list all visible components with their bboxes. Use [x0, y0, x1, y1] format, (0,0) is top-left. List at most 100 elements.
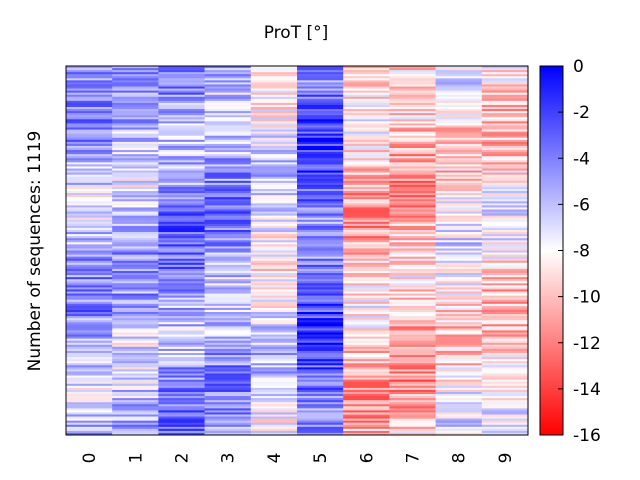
- heatmap-cell: [297, 76, 344, 79]
- heatmap-cell: [343, 365, 390, 368]
- heatmap-cell: [112, 98, 159, 102]
- heatmap-cell: [343, 248, 390, 251]
- heatmap-cell: [343, 111, 390, 114]
- heatmap-cell: [297, 230, 344, 233]
- heatmap-cell: [204, 277, 252, 280]
- heatmap-cell: [297, 340, 344, 344]
- heatmap-cell: [112, 201, 159, 204]
- heatmap-cell: [297, 416, 344, 420]
- heatmap-cell: [343, 74, 390, 77]
- heatmap-cell: [343, 244, 390, 247]
- heatmap-cell: [481, 107, 529, 110]
- heatmap-cell: [435, 217, 483, 221]
- heatmap-cell: [66, 215, 113, 219]
- heatmap-cell: [435, 334, 483, 338]
- heatmap-cell: [389, 266, 437, 270]
- heatmap-cell: [435, 264, 483, 268]
- heatmap-cell: [112, 256, 159, 260]
- heatmap-cell: [112, 400, 159, 403]
- y-axis-label: Number of sequences: 1119: [25, 131, 45, 372]
- heatmap-cell: [66, 193, 113, 196]
- heatmap-cell: [112, 334, 159, 338]
- heatmap-cell: [66, 318, 113, 321]
- heatmap-cell: [297, 207, 344, 210]
- heatmap-cell: [435, 221, 483, 225]
- heatmap-cell: [66, 328, 113, 331]
- heatmap-cell: [204, 201, 252, 204]
- heatmap-cell: [343, 250, 390, 254]
- heatmap-cell: [158, 414, 206, 418]
- heatmap-cell: [158, 264, 206, 268]
- heatmap-cell: [297, 66, 344, 69]
- heatmap-cell: [389, 158, 437, 161]
- heatmap-cell: [112, 227, 159, 231]
- heatmap-cell: [297, 408, 344, 411]
- heatmap-cell: [66, 394, 113, 397]
- heatmap-cell: [250, 391, 298, 395]
- heatmap-cell: [250, 350, 298, 354]
- heatmap-cell: [158, 293, 206, 297]
- heatmap-cell: [297, 164, 344, 167]
- heatmap-cell: [297, 305, 344, 309]
- heatmap-cell: [250, 68, 298, 71]
- heatmap-cell: [66, 90, 113, 94]
- heatmap-cell: [158, 211, 206, 215]
- heatmap-cell: [297, 324, 344, 327]
- heatmap-cell: [481, 260, 529, 264]
- heatmap-cell: [66, 184, 113, 188]
- heatmap-cell: [435, 139, 483, 143]
- heatmap-cell: [112, 346, 159, 350]
- heatmap-cell: [158, 215, 206, 219]
- heatmap-cell: [389, 297, 437, 301]
- heatmap-cell: [158, 371, 206, 374]
- heatmap-cell: [481, 141, 529, 145]
- heatmap-cell: [389, 371, 437, 374]
- heatmap-cell: [158, 131, 206, 135]
- heatmap-cell: [250, 174, 298, 178]
- heatmap-cell: [389, 193, 437, 196]
- heatmap-cell: [204, 234, 252, 237]
- heatmap-cell: [435, 205, 483, 208]
- heatmap-cell: [250, 189, 298, 192]
- heatmap-cell: [66, 88, 113, 92]
- heatmap-cell: [297, 100, 344, 104]
- heatmap-cell: [297, 293, 344, 297]
- heatmap-cell: [389, 242, 437, 245]
- heatmap-cell: [435, 244, 483, 247]
- heatmap-cell: [204, 176, 252, 180]
- heatmap-cell: [112, 299, 159, 303]
- heatmap-cell: [343, 371, 390, 374]
- heatmap-cell: [389, 344, 437, 348]
- heatmap-cell: [435, 168, 483, 172]
- heatmap-cell: [481, 162, 529, 165]
- heatmap-cell: [112, 150, 159, 153]
- heatmap-cell: [204, 199, 252, 202]
- heatmap-cell: [343, 285, 390, 288]
- heatmap-cell: [389, 86, 437, 90]
- heatmap-cell: [481, 170, 529, 174]
- heatmap-cell: [158, 350, 206, 354]
- heatmap-cell: [204, 330, 252, 333]
- heatmap-cell: [158, 182, 206, 186]
- heatmap-cell: [66, 389, 113, 393]
- heatmap-cell: [389, 287, 437, 290]
- heatmap-cell: [435, 416, 483, 420]
- heatmap-cell: [435, 281, 483, 284]
- heatmap-cell: [250, 70, 298, 73]
- heatmap-cell: [158, 123, 206, 126]
- heatmap-cell: [343, 309, 390, 313]
- heatmap-cell: [297, 248, 344, 251]
- heatmap-cell: [481, 305, 529, 309]
- heatmap-cell: [112, 342, 159, 346]
- heatmap-cell: [204, 172, 252, 176]
- x-tick-label: 5: [311, 453, 331, 464]
- heatmap-cell: [389, 76, 437, 79]
- heatmap-cell: [158, 268, 206, 272]
- heatmap-cell: [158, 309, 206, 313]
- heatmap-cell: [158, 260, 206, 264]
- heatmap-cell: [204, 139, 252, 143]
- heatmap-cell: [112, 268, 159, 272]
- heatmap-cell: [158, 176, 206, 180]
- heatmap-cell: [204, 133, 252, 137]
- heatmap-cell: [250, 186, 298, 190]
